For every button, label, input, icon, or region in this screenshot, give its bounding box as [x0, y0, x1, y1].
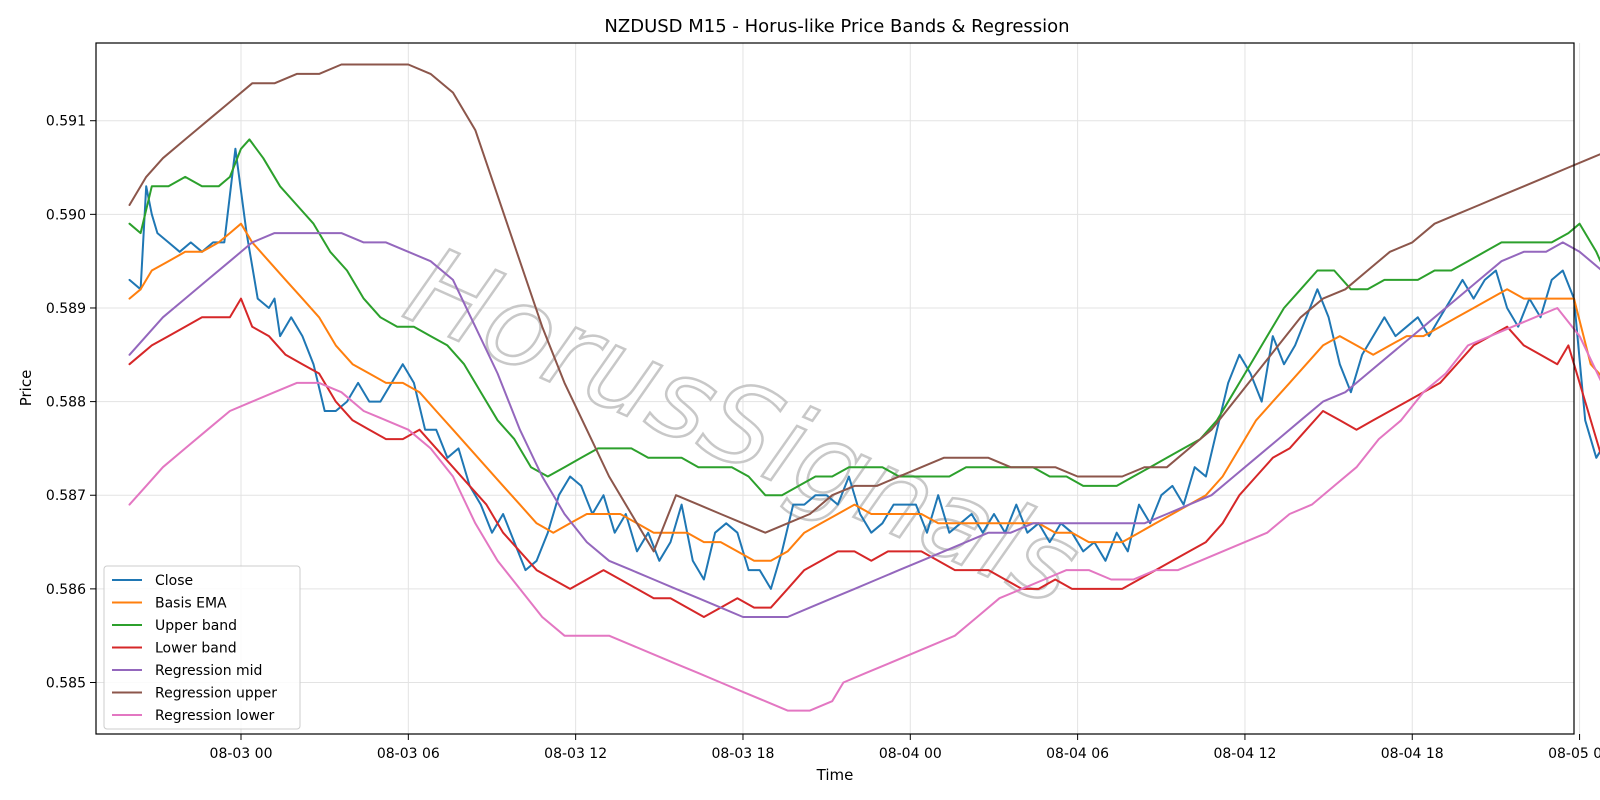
legend-label: Close	[155, 573, 193, 589]
series-line-regression-mid	[128, 232, 1600, 618]
x-tick-label: 08-03 06	[377, 746, 440, 762]
x-tick-label: 08-05 00	[1548, 746, 1600, 762]
x-axis-label: Time	[816, 766, 854, 784]
y-tick-label: 0.585	[46, 676, 86, 692]
x-tick-label: 08-04 12	[1213, 746, 1276, 762]
x-tick-label: 08-04 00	[879, 746, 942, 762]
y-tick-label: 0.586	[46, 582, 86, 598]
legend-label: Upper band	[155, 618, 237, 634]
x-tick-label: 08-04 18	[1381, 746, 1444, 762]
legend-label: Lower band	[155, 641, 237, 657]
chart-title: NZDUSD M15 - Horus-like Price Bands & Re…	[604, 16, 1069, 37]
series-line-basis-ema	[128, 222, 1600, 562]
series-line-lower-band	[128, 297, 1600, 618]
y-tick-label: 0.587	[46, 488, 86, 504]
x-tick-label: 08-03 12	[544, 746, 607, 762]
legend-label: Regression upper	[155, 686, 277, 702]
grid	[96, 43, 1581, 734]
series-line-regression-upper	[128, 63, 1600, 553]
y-tick-label: 0.588	[46, 395, 86, 411]
y-tick-label: 0.590	[46, 207, 86, 223]
x-axis: 08-03 00 08-03 06 08-03 12 08-03 18 08-04 00…	[210, 734, 1600, 762]
series-layer	[128, 63, 1600, 712]
y-axis-label: Price	[17, 370, 35, 407]
x-tick-label: 08-03 00	[210, 746, 273, 762]
legend: Close Basis EMA Upper band Lower band Regres…	[103, 565, 301, 730]
series-line-upper-band	[128, 138, 1600, 497]
legend-box	[103, 565, 301, 730]
x-tick-label: 08-04 06	[1046, 746, 1109, 762]
legend-label: Basis EMA	[155, 596, 227, 612]
plot-frame	[95, 42, 1575, 735]
legend-label: Regression lower	[155, 708, 275, 724]
legend-label: Regression mid	[155, 663, 262, 679]
y-axis: 0.585 0.586 0.587 0.588 0.589 0.590 0.591	[46, 114, 96, 692]
x-tick-label: 08-03 18	[711, 746, 774, 762]
y-tick-label: 0.591	[46, 114, 86, 130]
series-line-regression-lower	[128, 307, 1600, 712]
y-tick-label: 0.589	[46, 301, 86, 317]
